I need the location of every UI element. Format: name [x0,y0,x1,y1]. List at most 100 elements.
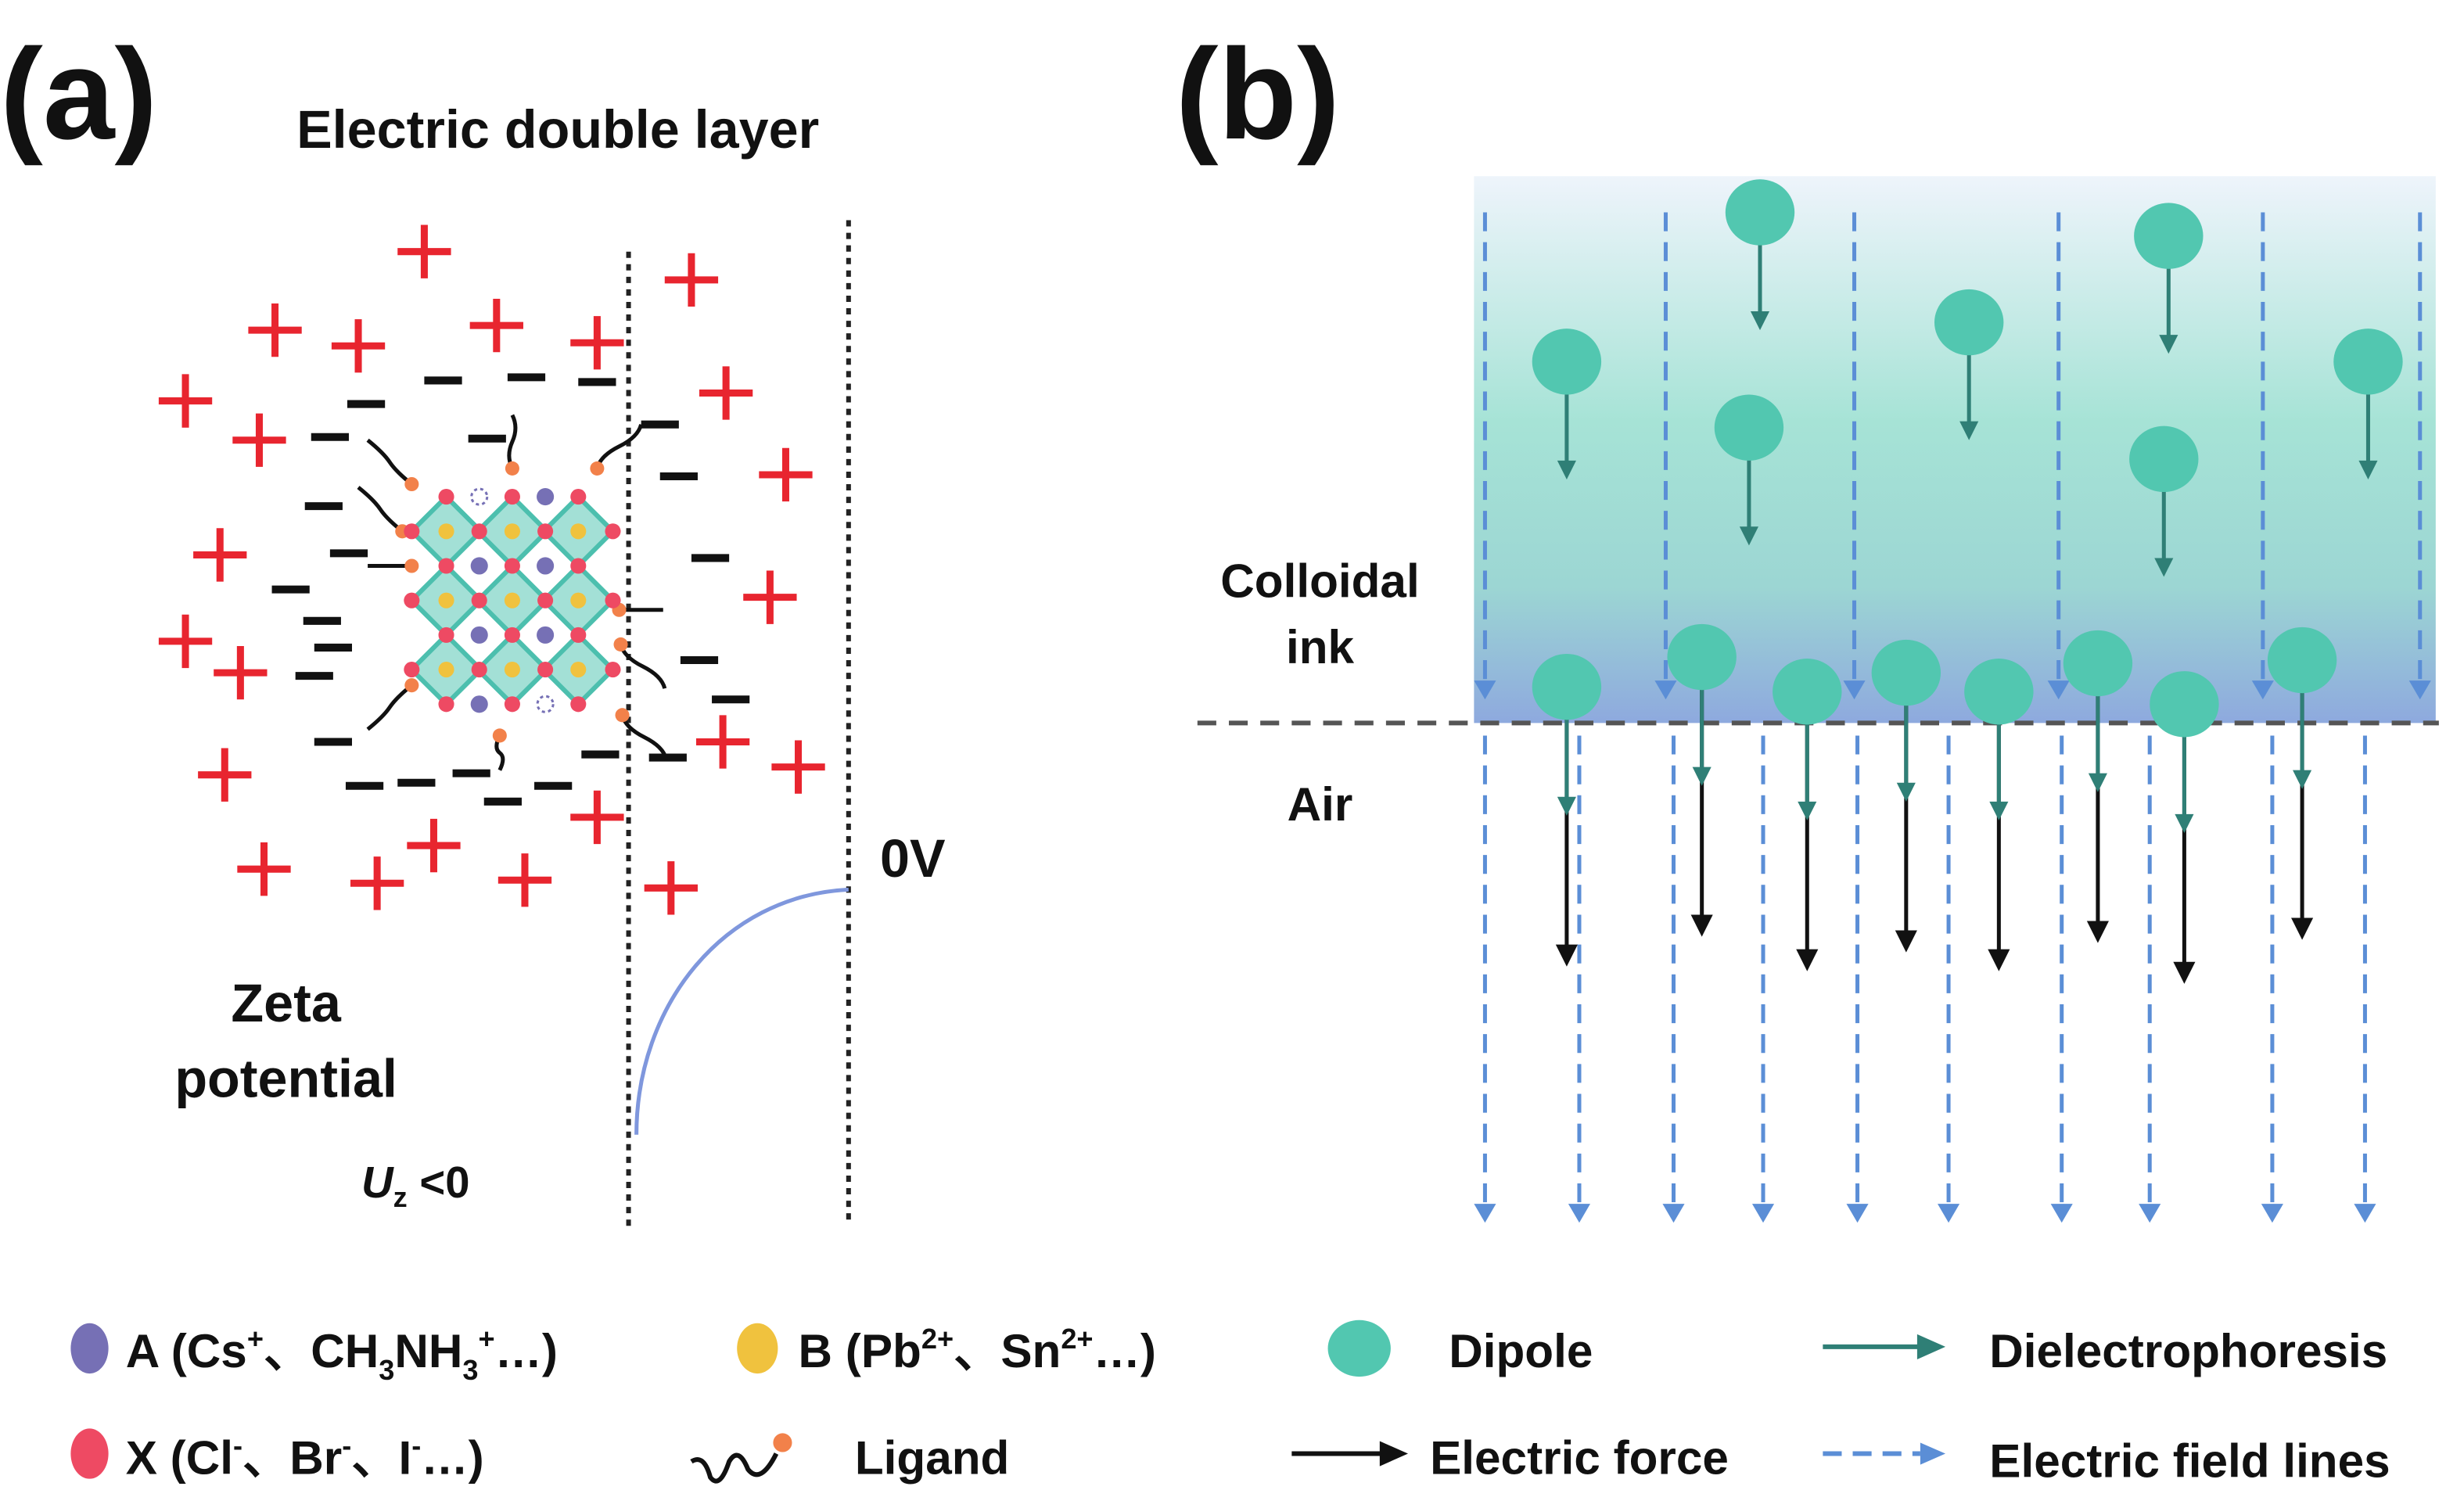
b-site-label: B (Pb2+、Sn2+…) [799,1323,1156,1377]
field-line-arrowhead [2251,680,2274,700]
field-line-arrowhead [1654,680,1677,700]
plus-sign [193,528,247,582]
plus-sign [699,366,753,420]
ligand-head [404,476,419,492]
electric-force-arrowhead [2086,921,2109,943]
ligand-head [613,637,628,652]
x-site-atom [605,592,621,609]
air-label: Air [1288,777,1353,831]
x-site-atom [570,558,587,574]
panel-a-label: (a) [0,22,157,166]
x-site-atom [504,696,520,713]
a-site-atom [470,626,488,644]
x-site-atom [570,696,587,713]
ligand-chain [366,438,413,486]
plus-sign [570,790,624,845]
dipole [2333,329,2403,395]
plus-sign [469,298,523,353]
dielectrophoresis-arrowhead [1557,796,1576,816]
x-site-atom [471,662,487,678]
plus-sign [771,740,825,794]
plus-sign [664,253,719,307]
dielectrophoresis-arrowhead [1692,767,1712,786]
dipole-label: Dipole [1449,1324,1593,1377]
dielectrophoresis-arrowhead [1739,526,1758,546]
electric-force-arrowhead [1895,930,1917,953]
plus-sign [158,614,213,669]
electric-force-arrowhead [1796,949,1819,971]
a-site-atom [537,557,555,575]
a-site-vacancy [470,487,489,506]
x-site-atom [605,523,621,540]
x-site-atom [438,489,454,505]
colloidal-ink-label-line1: Colloidal [1220,555,1419,608]
x-site-atom [438,558,454,574]
zeta-label-line2: potential [174,1050,397,1109]
a-site-vacancy [536,695,555,713]
ligand-chain [620,714,669,760]
field-line-arrowhead [2047,680,2070,700]
field-line-arrowhead [1662,1204,1685,1223]
x-site-swatch [70,1428,109,1479]
perovskite-nanocrystal [357,414,669,771]
a-site-atom [537,488,555,506]
b-site-atom [438,592,454,609]
x-site-atom [471,523,487,540]
electric-force-arrowhead [1690,914,1713,937]
dielectrophoresis-arrowhead [2159,335,2178,354]
field-line-arrowhead [2354,1204,2376,1223]
panel-a: (a) Electric double layer 0V Zeta potent… [0,22,946,1226]
field-line-arrowhead [1568,1204,1591,1223]
dipole [1871,639,1941,706]
anion-minus-signs [271,373,750,806]
field-line-arrowhead [1751,1204,1775,1223]
ligand-chain [507,414,518,470]
dipole [2063,630,2133,697]
dielectrophoresis-arrowhead [1750,311,1770,331]
dipole [2150,671,2219,738]
x-site-atom [537,592,554,609]
panel-b-label: (b) [1176,22,1340,166]
electric-force-arrowhead [1988,949,2010,971]
dielectrophoresis-label: Dielectrophoresis [1989,1324,2387,1377]
dipole [1934,289,2004,356]
ligand-head [404,558,419,573]
dielectrophoresis-arrowhead [2154,558,2174,577]
x-site-atom [504,489,520,505]
plus-sign [407,818,461,873]
a-site-swatch [70,1323,109,1374]
ligand-label: Ligand [855,1431,1009,1485]
dielectrophoresis-arrowhead [1798,801,1817,820]
zeta-potential-curve [634,887,849,1135]
dipole [1773,659,1842,725]
legend-item-ligand: Ligand [690,1431,1009,1485]
field-line-arrowhead [1474,680,1496,700]
dielectrophoresis-arrowhead [1959,421,1979,440]
dipole [2267,627,2337,694]
electric-field-lines [1474,212,2431,1223]
dipole [1725,179,1795,246]
x-site-atom [570,489,587,505]
plus-sign [350,856,404,910]
field-line-arrowhead [2139,1204,2161,1223]
ligand-chain [619,644,667,689]
plus-sign [695,715,750,769]
colloidal-ink-label-line2: ink [1286,620,1355,673]
x-site-atom [438,696,454,713]
legend-item-dielectrophoresis: Dielectrophoresis [1823,1324,2387,1377]
ligand-head [615,708,630,723]
x-site-atom [504,558,520,574]
a-site-atom [470,557,488,575]
plus-sign [570,316,624,370]
electric-force-arrowhead-icon [1379,1441,1408,1467]
ligand-chain [357,486,404,533]
plus-sign [158,374,213,428]
b-site-atom [504,592,520,609]
legend: A (Cs+、CH3NH3+…) B (Pb2+、Sn2+…) Dipole D… [70,1319,2390,1488]
dipole [1667,623,1737,691]
field-lines-label: Electric field lines [1989,1434,2390,1488]
field-line-arrowhead [1846,1204,1869,1223]
x-site-atom [438,627,454,643]
dipole [2129,425,2199,493]
legend-item-electric-force: Electric force [1291,1431,1729,1485]
